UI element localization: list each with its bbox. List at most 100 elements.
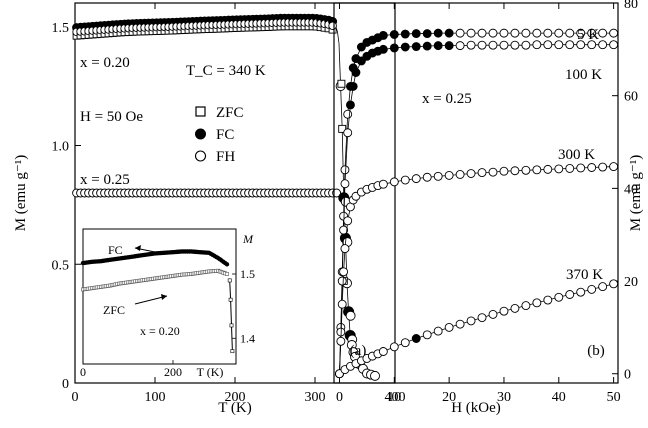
b-point [455,170,465,179]
b-point [411,29,421,39]
inset-xlabel: T (K) [197,365,224,379]
b-point [378,44,388,54]
legend-label-zfc: ZFC [216,105,244,121]
a-ytick-label: 1.0 [52,140,70,155]
b-point [587,163,597,172]
b-point [554,164,564,174]
b-xtick-label: 20 [442,390,456,405]
annotation-x020: x = 0.20 [80,55,130,71]
b-point [554,28,564,38]
legend-marker-zfc [195,106,206,117]
b-point [433,41,443,51]
b-point [488,309,498,319]
b-point [499,40,509,50]
b-point [499,28,509,38]
b-point [598,162,608,172]
b-point [510,40,520,50]
a-xtick-label: 100 [145,390,166,405]
b-point [411,42,421,52]
b-point [455,41,465,51]
b-point [400,42,410,52]
b-point [543,295,553,305]
arrow-fc [134,245,166,255]
b-point [510,166,520,176]
b-point [422,29,432,39]
b-point [488,167,498,177]
panel-b-frame [333,2,619,384]
zfc-point [337,79,346,88]
b-point [378,30,388,40]
inset-xtick-label: 200 [164,365,182,379]
b-point [532,40,542,50]
inset-drop-point [227,278,232,283]
b-point [532,28,542,38]
b-point [576,28,586,38]
b-point [598,28,608,38]
b-point [609,40,619,50]
b-point [466,40,476,50]
b-point [598,282,608,292]
panel-a-ylabel: M (emu g⁻¹) [13,155,29,232]
b-point [400,338,410,348]
a-xtick-label: 0 [72,390,79,405]
inset-fc-point [224,262,230,267]
b-point [337,276,347,286]
b-point [565,28,575,38]
panel-b-label: (b) [587,343,605,359]
b-point [543,164,553,174]
b-point [587,284,597,294]
b-point [477,168,487,178]
b-point [455,28,465,38]
b-point [400,29,410,39]
inset-ytick-label: 1.5 [240,267,255,281]
b-point [337,299,347,309]
b-point [466,169,476,178]
b-point [576,287,586,297]
b-point [521,301,531,311]
b-point [340,179,350,189]
b-point [554,292,564,302]
inset-zfc-point [225,272,229,276]
b-point [433,171,443,181]
b-point [587,28,597,38]
a-xtick-label: 300 [305,390,326,405]
b-point [340,165,350,175]
b-point [510,303,520,313]
b-point [499,306,509,316]
inset-xtick-label: 0 [80,365,86,379]
label-5k: 5 K [577,27,599,43]
a-ytick-label: 1.5 [52,21,70,36]
legend-label-fh: FH [216,149,235,165]
b-point [521,40,531,50]
b-point [499,166,509,176]
inset-annotation-x020: x = 0.20 [140,324,180,338]
b-point [444,28,454,38]
annotation-x025-b: x = 0.25 [422,91,472,107]
b-point [609,279,619,289]
b-point [433,28,443,38]
inset-annotation-fc: FC [108,243,123,257]
panel-a: 0 100 200 300 400 00.51.01.5 T (K) M (emu g⁻… [13,2,406,416]
b-point [433,326,443,336]
inset-frame [82,228,237,365]
b-ytick-label: 60 [624,90,638,105]
inset-drop-point [228,297,233,302]
legend-label-fc: FC [216,127,234,143]
b-point [411,334,421,343]
legend-marker-fh [194,150,207,162]
b-point [598,40,608,50]
panel-b-xlabel: H (kOe) [451,400,501,416]
b-point [378,179,388,189]
b-point [340,244,350,254]
b-point [400,175,410,185]
b-point [521,28,531,38]
b-point [378,347,388,356]
b-point [466,28,476,38]
inset-drop-line [229,280,233,352]
arrow-zfc [134,294,168,305]
inset-ytick-label: 1.4 [240,331,255,345]
b-xtick-label: 40 [552,390,566,405]
label-100k: 100 K [565,67,602,83]
b-point [348,81,358,91]
